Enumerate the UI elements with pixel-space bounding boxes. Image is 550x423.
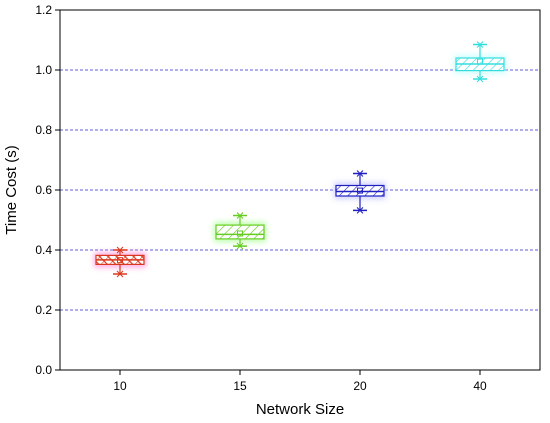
box-20 <box>334 170 386 214</box>
min-marker <box>356 207 364 214</box>
min-marker <box>476 75 484 83</box>
y-tick-label: 0.6 <box>35 183 52 197</box>
y-tick-label: 1.0 <box>35 63 52 77</box>
x-axis: 10 15 20 40 <box>113 370 487 393</box>
max-marker <box>116 246 124 254</box>
mean-marker <box>477 58 483 65</box>
y-axis-title: Time Cost (s) <box>3 145 20 234</box>
mean-marker <box>117 257 123 264</box>
box-10 <box>94 246 146 278</box>
grid-lines <box>60 69 540 311</box>
mean-marker <box>237 230 243 237</box>
box-series <box>94 41 506 278</box>
x-tick-label: 20 <box>353 379 367 393</box>
x-tick-label: 40 <box>473 379 487 393</box>
y-tick-label: 0.8 <box>35 123 52 137</box>
y-tick-label: 0.0 <box>35 363 52 377</box>
max-marker <box>356 170 364 177</box>
max-marker <box>236 212 244 219</box>
mean-marker <box>357 187 363 194</box>
box-15 <box>214 212 266 250</box>
max-marker <box>476 41 484 48</box>
y-tick-label: 1.2 <box>35 3 52 17</box>
x-tick-label: 15 <box>233 379 247 393</box>
box-40 <box>454 41 506 83</box>
y-tick-label: 0.2 <box>35 303 52 317</box>
iqr-box <box>215 224 265 240</box>
x-tick-label: 10 <box>113 379 127 393</box>
x-axis-title: Network Size <box>256 401 344 418</box>
min-marker <box>116 270 124 278</box>
y-tick-label: 0.4 <box>35 243 52 257</box>
min-marker <box>236 242 244 250</box>
y-axis: 0.0 0.2 0.4 0.6 0.8 1.0 1.2 <box>35 3 60 377</box>
